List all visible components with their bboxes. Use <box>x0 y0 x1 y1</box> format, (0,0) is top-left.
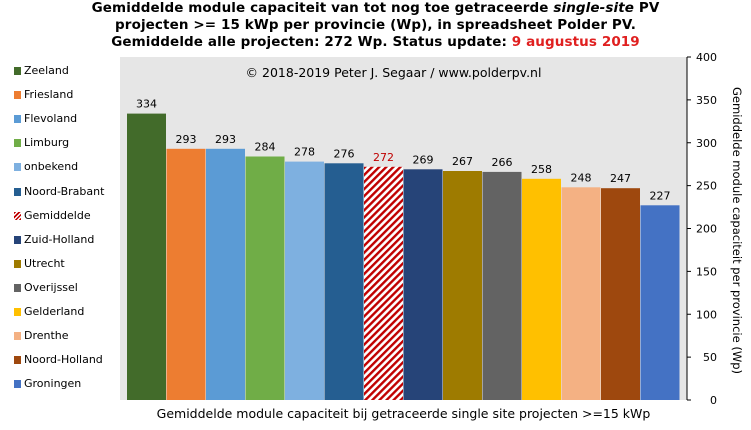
title-line-3-text: Gemiddelde alle projecten: 272 Wp. Statu… <box>111 34 512 50</box>
value-label: 293 <box>215 133 236 146</box>
copyright-notice: © 2018-2019 Peter J. Segaar / www.polder… <box>246 65 542 80</box>
legend-label: Overijssel <box>24 280 78 294</box>
value-label: 272 <box>373 151 394 164</box>
bar-onbekend <box>285 161 324 400</box>
legend-swatch <box>14 259 21 268</box>
value-label: 293 <box>176 133 197 146</box>
legend-swatch <box>14 380 21 389</box>
value-label: 269 <box>413 153 434 166</box>
legend-label: Gemiddelde <box>24 208 91 222</box>
legend-label: Noord-Holland <box>24 353 103 367</box>
title-line-1-text: Gemiddelde module capaciteit van tot nog… <box>91 0 554 16</box>
y-axis: 0 50 100 150 200 250 300 350 400 <box>686 51 717 407</box>
title-line-3: Gemiddelde alle projecten: 272 Wp. Statu… <box>0 34 751 51</box>
bar-noord-holland <box>601 188 640 400</box>
legend-label: Flevoland <box>24 112 78 126</box>
bar-flevoland <box>206 148 245 400</box>
y-tick-label: 100 <box>696 308 717 321</box>
value-label: 334 <box>136 98 157 111</box>
bar-limburg <box>245 156 285 400</box>
bar-noord-brabant <box>324 163 364 400</box>
bar-utrecht <box>443 171 482 400</box>
legend-label: Groningen <box>24 377 82 391</box>
bars-group <box>127 113 680 400</box>
y-tick-label: 200 <box>696 223 717 236</box>
legend-swatch <box>14 356 21 365</box>
legend-label: onbekend <box>24 160 79 174</box>
legend-swatch <box>14 235 21 244</box>
y-tick-label: 150 <box>696 265 717 278</box>
title-line-1-end: PV <box>634 0 660 16</box>
bar-groningen <box>640 205 680 400</box>
y-tick-label: 300 <box>696 137 717 150</box>
y-tick-label: 0 <box>710 394 717 407</box>
legend-swatch <box>14 332 21 341</box>
value-label: 284 <box>255 141 276 154</box>
legend-label: Noord-Brabant <box>24 184 105 198</box>
bar-friesland <box>166 148 206 400</box>
chart-title: Gemiddelde module capaciteit van tot nog… <box>0 0 751 51</box>
bar-gelderland <box>522 178 561 400</box>
value-label: 266 <box>492 156 513 169</box>
legend-swatch <box>14 115 21 124</box>
y-tick-label: 250 <box>696 180 717 193</box>
title-line-2: projecten >= 15 kWp per provincie (Wp), … <box>115 17 636 33</box>
legend: Zeeland Friesland Flevoland Limburg onbekend… <box>6 58 118 400</box>
value-labels-group: 334 293 293 284 278 276 272 269 267 266 258 248 247 2… <box>136 98 671 203</box>
bar-drenthe <box>561 187 601 400</box>
y-tick-label: 50 <box>703 351 717 364</box>
bar-gemiddelde <box>364 166 403 400</box>
legend-swatch <box>14 139 21 148</box>
value-label: 247 <box>610 172 631 185</box>
legend-label: Gelderland <box>24 305 85 318</box>
legend-swatch <box>14 308 21 316</box>
legend-label: Limburg <box>24 136 70 150</box>
x-axis-label: Gemiddelde module capaciteit bij getrace… <box>156 406 651 421</box>
legend-swatch <box>14 187 21 196</box>
value-label: 267 <box>452 155 473 168</box>
legend-label: Zuid-Holland <box>24 232 95 246</box>
bar-zuid-holland <box>403 169 443 400</box>
bar-overijssel <box>482 171 522 400</box>
legend-label: Drenthe <box>24 329 69 343</box>
legend-swatch <box>14 211 21 220</box>
legend-label: Friesland <box>24 88 74 102</box>
legend-swatch <box>14 283 21 292</box>
bar-zeeland <box>127 113 166 400</box>
status-date: 9 augustus 2019 <box>511 34 640 50</box>
value-label: 248 <box>571 171 592 184</box>
value-label: 258 <box>531 163 552 176</box>
legend-swatch <box>14 91 21 100</box>
legend-swatch <box>14 163 21 172</box>
y-tick-label: 350 <box>696 94 717 107</box>
y-tick-label: 400 <box>696 51 717 64</box>
title-line-1: Gemiddelde module capaciteit van tot nog… <box>0 0 751 17</box>
value-label: 278 <box>294 146 315 159</box>
legend-label: Utrecht <box>24 256 65 270</box>
legend-label: Zeeland <box>24 64 69 77</box>
value-label: 227 <box>650 189 671 202</box>
legend-swatch <box>14 67 21 75</box>
y-axis-label: Gemiddelde module capaciteit per provinc… <box>730 87 744 374</box>
value-label: 276 <box>334 147 355 160</box>
title-line-1-italic: single-site <box>553 0 635 16</box>
